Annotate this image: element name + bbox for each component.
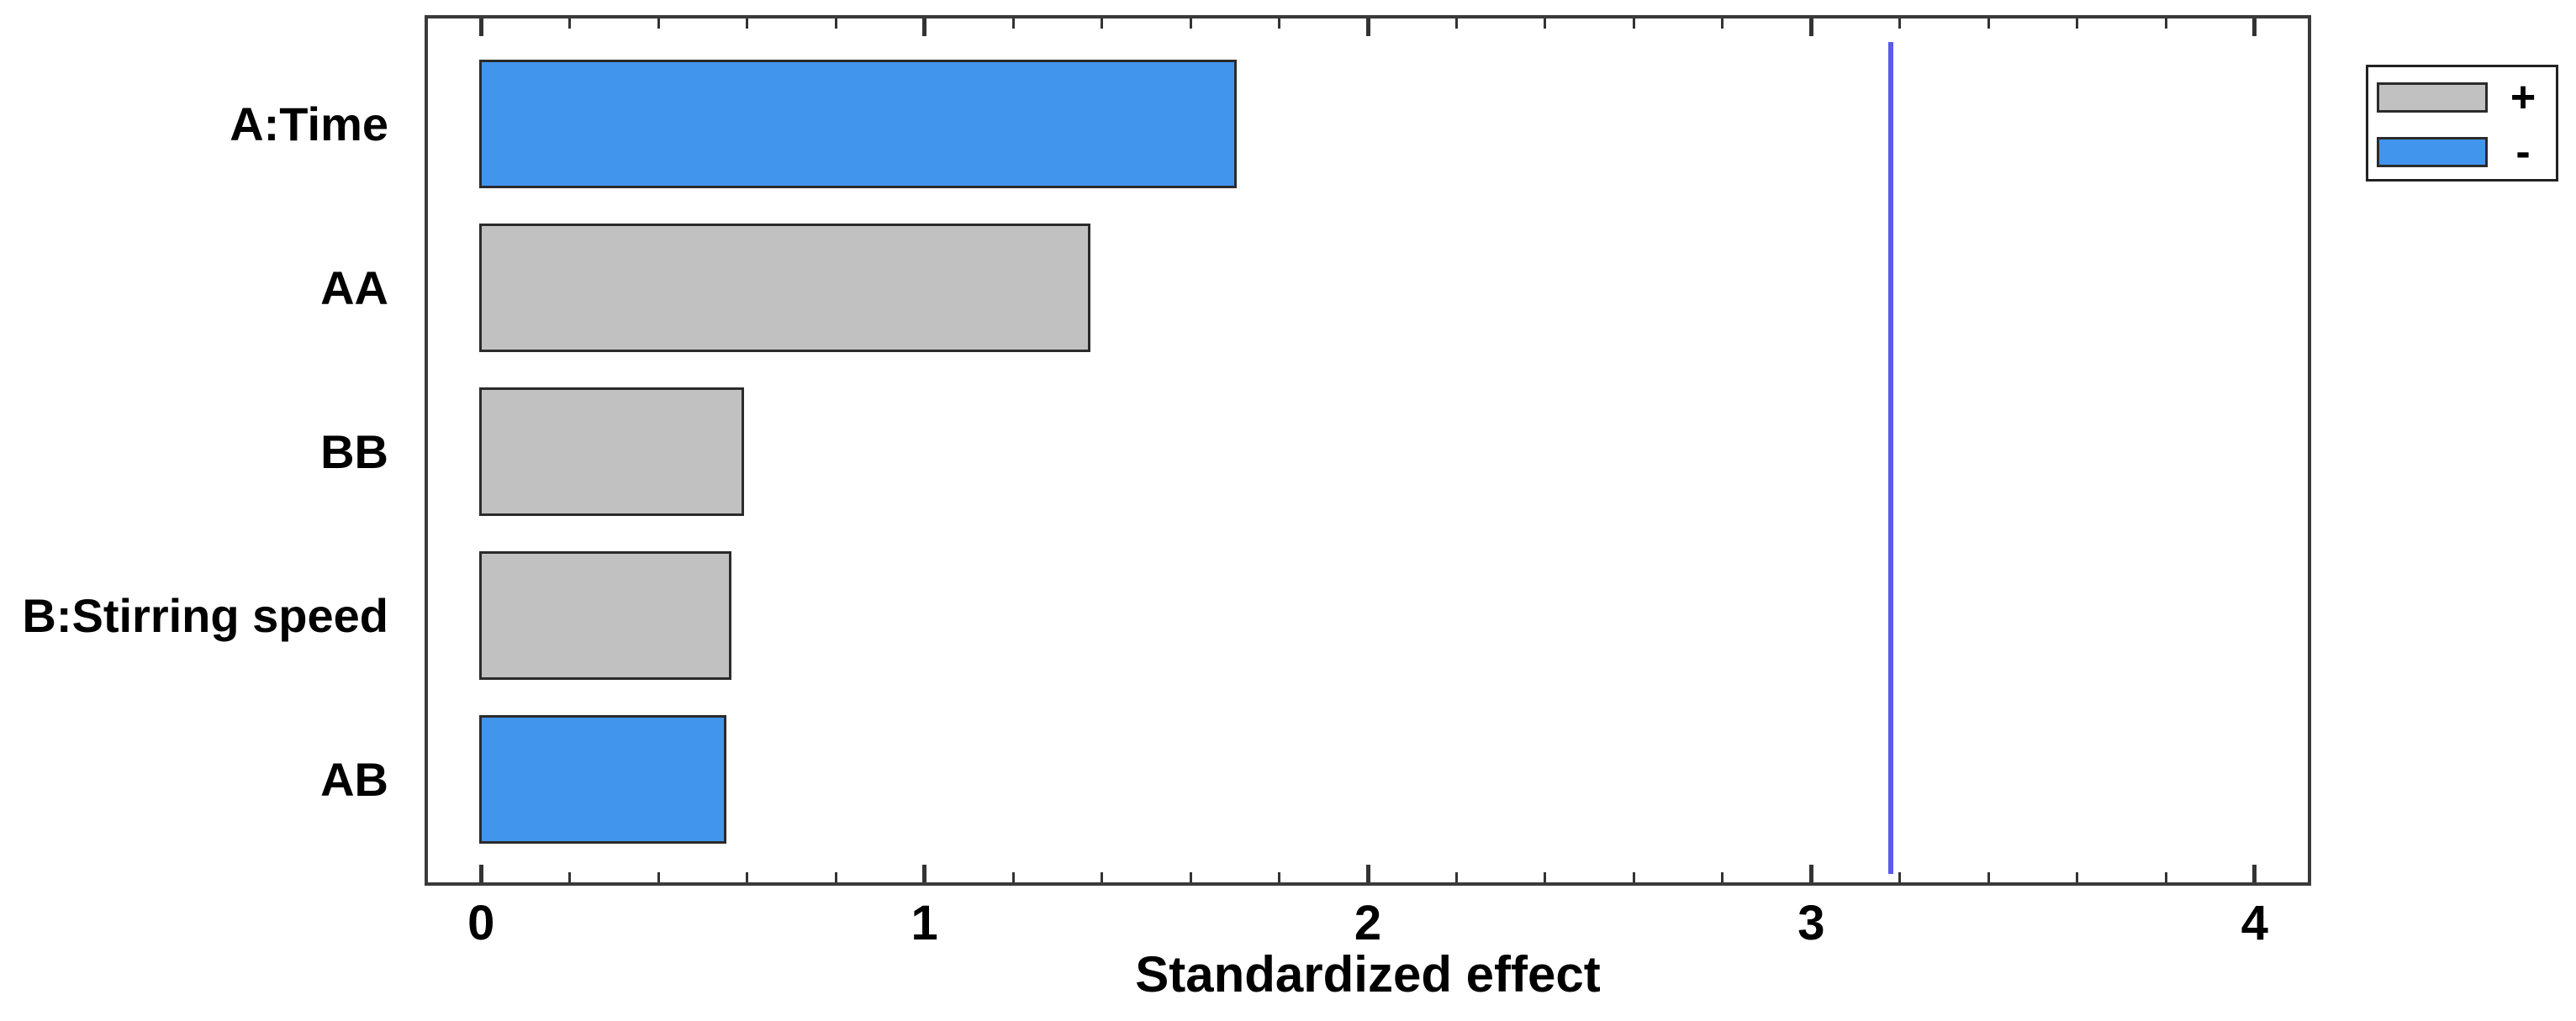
x-tick-major bbox=[478, 865, 483, 882]
x-tick-minor bbox=[746, 18, 749, 29]
x-tick-minor bbox=[1454, 872, 1458, 882]
x-tick-minor bbox=[1632, 872, 1635, 882]
x-tick-major bbox=[2252, 18, 2257, 36]
x-tick-minor bbox=[1544, 18, 1547, 29]
x-tick-minor bbox=[1721, 872, 1724, 882]
category-label: B:Stirring speed bbox=[22, 588, 388, 642]
x-tick-minor bbox=[1987, 18, 1990, 29]
x-tick-minor bbox=[746, 872, 749, 882]
x-tick-minor bbox=[1544, 872, 1547, 882]
x-tick-minor bbox=[1101, 18, 1104, 29]
legend-label-negative: - bbox=[2515, 128, 2531, 176]
bar bbox=[479, 60, 1237, 188]
x-tick-minor bbox=[1632, 18, 1635, 29]
x-tick-label: 3 bbox=[1797, 896, 1825, 950]
plot-area bbox=[425, 15, 2311, 886]
category-label: AA bbox=[320, 261, 388, 314]
x-tick-major bbox=[478, 18, 483, 36]
x-tick-major bbox=[1365, 865, 1370, 882]
x-tick-minor bbox=[657, 872, 660, 882]
x-tick-major bbox=[922, 18, 927, 36]
x-tick-minor bbox=[2076, 18, 2079, 29]
x-tick-label: 4 bbox=[2241, 896, 2268, 950]
x-tick-minor bbox=[1278, 18, 1281, 29]
x-tick-minor bbox=[1011, 872, 1015, 882]
x-tick-major bbox=[1365, 18, 1370, 36]
bar bbox=[479, 551, 731, 680]
x-tick-minor bbox=[1011, 18, 1015, 29]
plot-inner bbox=[428, 18, 2308, 882]
x-tick-minor bbox=[1721, 18, 1724, 29]
x-tick-minor bbox=[657, 18, 660, 29]
x-tick-minor bbox=[834, 18, 837, 29]
x-tick-minor bbox=[1189, 872, 1192, 882]
x-tick-major bbox=[1808, 865, 1813, 882]
x-tick-label: 2 bbox=[1354, 896, 1382, 950]
x-tick-minor bbox=[2076, 872, 2079, 882]
x-tick-minor bbox=[1101, 872, 1104, 882]
x-tick-minor bbox=[1898, 18, 1902, 29]
x-tick-minor bbox=[2164, 18, 2167, 29]
significance-reference-line bbox=[1888, 42, 1894, 874]
x-axis-title: Standardized effect bbox=[1135, 946, 1601, 1003]
category-label: A:Time bbox=[230, 97, 388, 150]
bar bbox=[479, 387, 745, 516]
x-tick-minor bbox=[1278, 872, 1281, 882]
category-label: AB bbox=[320, 752, 388, 806]
x-tick-major bbox=[922, 865, 927, 882]
legend-swatch-negative bbox=[2377, 137, 2488, 167]
x-tick-minor bbox=[568, 872, 572, 882]
x-tick-label: 0 bbox=[467, 896, 495, 950]
bar bbox=[479, 224, 1090, 352]
legend: + - bbox=[2366, 65, 2558, 182]
x-tick-minor bbox=[1987, 872, 1990, 882]
x-tick-minor bbox=[2164, 872, 2167, 882]
x-tick-major bbox=[2252, 865, 2257, 882]
category-label: BB bbox=[320, 424, 388, 478]
legend-swatch-positive bbox=[2377, 82, 2488, 113]
x-tick-minor bbox=[834, 872, 837, 882]
x-tick-major bbox=[1808, 18, 1813, 36]
x-tick-minor bbox=[1454, 18, 1458, 29]
bar bbox=[479, 715, 727, 844]
x-tick-minor bbox=[568, 18, 572, 29]
x-tick-minor bbox=[1189, 18, 1192, 29]
legend-label-positive: + bbox=[2510, 73, 2536, 122]
x-tick-label: 1 bbox=[911, 896, 938, 950]
x-tick-minor bbox=[1898, 872, 1902, 882]
